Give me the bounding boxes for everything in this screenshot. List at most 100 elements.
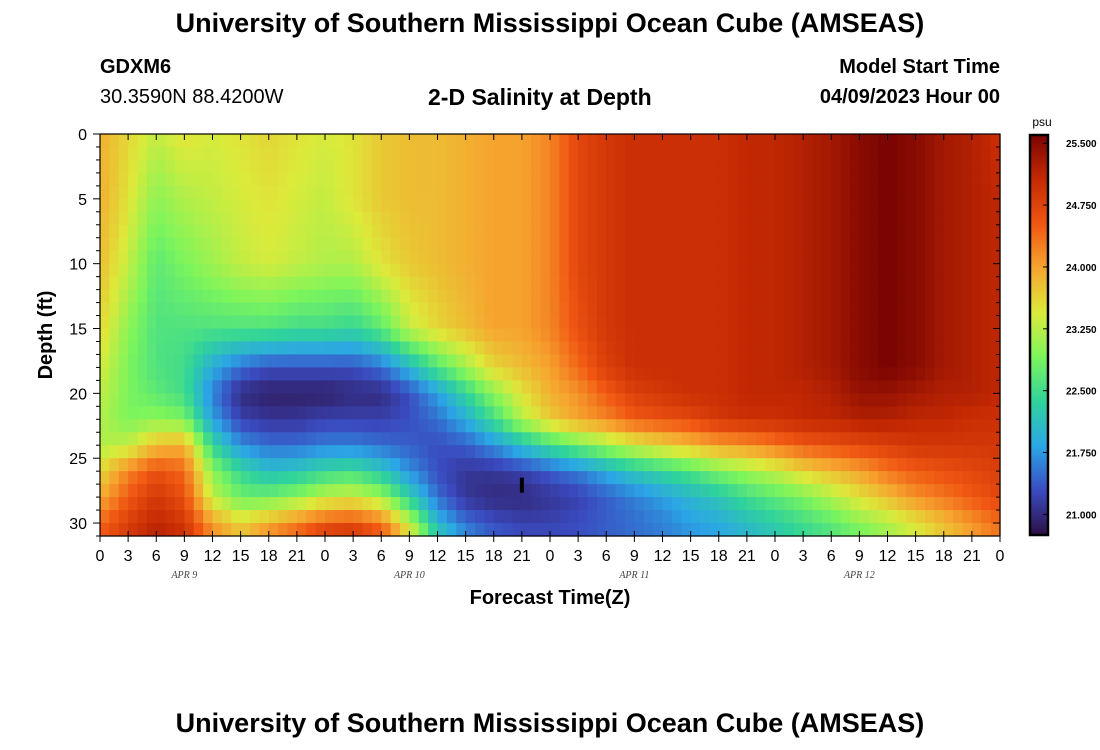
heatmap-cell	[240, 185, 251, 200]
heatmap-cell	[746, 393, 757, 407]
heatmap-cell	[212, 445, 223, 459]
heatmap-cell	[765, 419, 776, 433]
heatmap-cell	[465, 289, 476, 304]
heatmap-cell	[709, 458, 720, 472]
heatmap-cell	[437, 172, 448, 187]
heatmap-cell	[887, 328, 898, 343]
x-tick-label: 18	[260, 548, 278, 565]
heatmap-cell	[915, 146, 926, 161]
heatmap-cell	[362, 497, 373, 511]
heatmap-cell	[765, 458, 776, 472]
heatmap-cell	[118, 445, 129, 459]
heatmap-cell	[221, 224, 232, 239]
heatmap-cell	[934, 302, 945, 317]
heatmap-cell	[512, 328, 523, 343]
heatmap-cell	[315, 393, 326, 407]
heatmap-cell	[550, 224, 560, 239]
heatmap-cell	[240, 419, 251, 433]
heatmap-cell	[221, 380, 232, 394]
heatmap-cell	[475, 263, 485, 278]
heatmap-cell	[990, 341, 1001, 356]
heatmap-cell	[259, 185, 270, 200]
heatmap-cell	[634, 224, 645, 239]
heatmap-cell	[184, 211, 195, 226]
heatmap-cell	[456, 458, 467, 472]
heatmap-cell	[221, 354, 232, 369]
heatmap-cell	[643, 523, 654, 537]
heatmap-cell	[587, 146, 598, 161]
heatmap-cell	[896, 237, 907, 252]
heatmap-cell	[465, 185, 476, 200]
heatmap-cell	[100, 198, 110, 213]
heatmap-cell	[737, 237, 748, 252]
heatmap-cell	[971, 289, 982, 304]
heatmap-cell	[775, 172, 785, 187]
heatmap-cell	[146, 510, 157, 524]
heatmap-cell	[250, 367, 260, 381]
heatmap-cell	[446, 406, 457, 420]
heatmap-cell	[418, 159, 429, 174]
heatmap-cell	[278, 471, 289, 485]
heatmap-cell	[887, 471, 898, 485]
heatmap-cell	[428, 172, 439, 187]
heatmap-cell	[418, 134, 429, 148]
heatmap-cell	[925, 341, 935, 356]
heatmap-cell	[531, 211, 542, 226]
heatmap-cell	[362, 471, 373, 485]
heatmap-cell	[296, 510, 307, 524]
heatmap-cell	[325, 380, 335, 394]
heatmap-cell	[690, 432, 701, 446]
heatmap-cell	[606, 159, 617, 174]
heatmap-cell	[146, 224, 157, 239]
heatmap-cell	[250, 224, 260, 239]
heatmap-cell	[231, 237, 242, 252]
heatmap-cell	[100, 523, 110, 537]
heatmap-cell	[343, 458, 354, 472]
heatmap-cell	[212, 263, 223, 278]
heatmap-cell	[531, 432, 542, 446]
heatmap-cell	[475, 315, 485, 330]
heatmap-cell	[456, 146, 467, 161]
heatmap-cell	[831, 263, 842, 278]
heatmap-cell	[887, 445, 898, 459]
heatmap-cell	[296, 471, 307, 485]
heatmap-cell	[306, 367, 317, 381]
heatmap-cell	[718, 354, 729, 369]
heatmap-cell	[268, 289, 279, 304]
heatmap-cell	[709, 419, 720, 433]
heatmap-cell	[446, 159, 457, 174]
heatmap-cell	[278, 497, 289, 511]
heatmap-cell	[896, 510, 907, 524]
heatmap-cell	[465, 510, 476, 524]
heatmap-cell	[812, 198, 823, 213]
heatmap-cell	[681, 315, 692, 330]
heatmap-cell	[859, 302, 870, 317]
heatmap-cell	[587, 354, 598, 369]
heatmap-cell	[278, 211, 289, 226]
heatmap-cell	[718, 185, 729, 200]
heatmap-cell	[953, 484, 964, 498]
heatmap-cell	[990, 497, 1001, 511]
heatmap-cell	[915, 445, 926, 459]
heatmap-cell	[146, 393, 157, 407]
heatmap-cell	[193, 380, 204, 394]
heatmap-cell	[859, 367, 870, 381]
heatmap-cell	[568, 172, 579, 187]
heatmap-cell	[343, 159, 354, 174]
heatmap-cell	[315, 445, 326, 459]
heatmap-cell	[793, 224, 804, 239]
heatmap-cell	[756, 406, 767, 420]
heatmap-cell	[934, 497, 945, 511]
heatmap-cell	[803, 458, 814, 472]
heatmap-cell	[878, 393, 889, 407]
heatmap-cell	[653, 484, 664, 498]
heatmap-cell	[203, 134, 214, 148]
heatmap-cell	[325, 146, 335, 161]
heatmap-cell	[700, 237, 710, 252]
heatmap-cell	[231, 250, 242, 265]
heatmap-cell	[437, 497, 448, 511]
heatmap-cell	[746, 276, 757, 291]
heatmap-cell	[456, 419, 467, 433]
heatmap-cell	[287, 328, 298, 343]
heatmap-cell	[690, 419, 701, 433]
